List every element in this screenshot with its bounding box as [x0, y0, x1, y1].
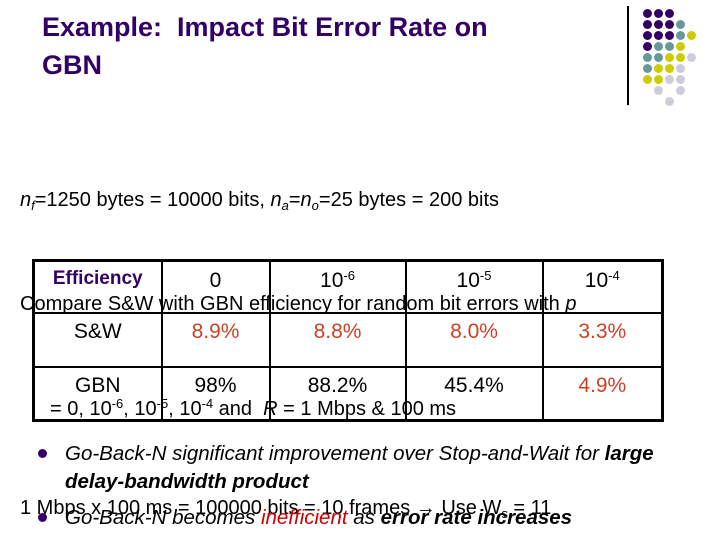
table-header-p1e-5: 10-5 [404, 259, 544, 314]
dot [654, 64, 663, 73]
gbn-value-0: 98% [160, 365, 271, 422]
bullet-improvement: Go-Back-N significant improvement over S… [38, 440, 708, 496]
gbn-value-1e-4: 4.9% [541, 365, 664, 422]
table-header-row: Efficiency 0 10-6 10-5 10-4 [32, 259, 664, 314]
dot [676, 86, 685, 95]
dot [654, 31, 663, 40]
dot [676, 75, 685, 84]
dot [676, 53, 685, 62]
bullet-icon [38, 449, 47, 458]
dot [643, 9, 652, 18]
dot [643, 53, 652, 62]
dot [654, 20, 663, 29]
dot [665, 75, 674, 84]
dot [665, 53, 674, 62]
slide-title-line-1: Example: Impact Bit Error Rate on [42, 12, 488, 42]
dot [665, 42, 674, 51]
sw-value-1e-6: 8.8% [268, 311, 407, 368]
table-header-p1e-6: 10-6 [268, 259, 407, 314]
dot [676, 31, 685, 40]
sw-value-1e-4: 3.3% [541, 311, 664, 368]
slide-title: Example: Impact Bit Error Rate on GBN [42, 8, 622, 84]
gbn-value-1e-5: 45.4% [404, 365, 544, 422]
dot [654, 53, 663, 62]
conclusion-bullets: Go-Back-N significant improvement over S… [38, 440, 708, 532]
dot [676, 20, 685, 29]
sw-value-0: 8.9% [160, 311, 271, 368]
dot [654, 86, 663, 95]
dot [643, 42, 652, 51]
efficiency-table: Efficiency 0 10-6 10-5 10-4 S&W 8.9% 8.8… [32, 259, 664, 422]
bullet-icon [38, 513, 47, 522]
dot [665, 31, 674, 40]
table-row-gbn: GBN 98% 88.2% 45.4% 4.9% [32, 365, 664, 422]
sw-value-1e-5: 8.0% [404, 311, 544, 368]
intro-line-frame-size: nf=1250 bytes = 10000 bits, na=no=25 byt… [20, 189, 500, 213]
table-header-p0: 0 [160, 259, 271, 314]
dot [643, 75, 652, 84]
dot [654, 75, 663, 84]
dot [654, 9, 663, 18]
dot [643, 20, 652, 29]
intro-line-window: 1 Mbps x 100 ms = 100000 bits = 10 frame… [20, 497, 552, 521]
table-row-sw: S&W 8.9% 8.8% 8.0% 3.3% [32, 311, 664, 368]
table-header-efficiency: Efficiency [32, 259, 163, 314]
dots-decoration [643, 9, 698, 108]
bullet-inefficiency: Go-Back-N becomes inefficient as error r… [38, 504, 708, 532]
dot [665, 97, 674, 106]
table-header-p1e-4: 10-4 [541, 259, 664, 314]
dot [643, 31, 652, 40]
dot [665, 64, 674, 73]
decoration-divider [627, 6, 629, 105]
dot [687, 31, 696, 40]
row-label-sw: S&W [32, 311, 163, 368]
dot [665, 9, 674, 18]
dot [676, 64, 685, 73]
dot [676, 42, 685, 51]
dot [643, 64, 652, 73]
slide-title-line-2: GBN [42, 50, 102, 80]
dot [687, 53, 696, 62]
row-label-gbn: GBN [32, 365, 163, 422]
gbn-value-1e-6: 88.2% [268, 365, 407, 422]
dot [665, 20, 674, 29]
dot [654, 42, 663, 51]
